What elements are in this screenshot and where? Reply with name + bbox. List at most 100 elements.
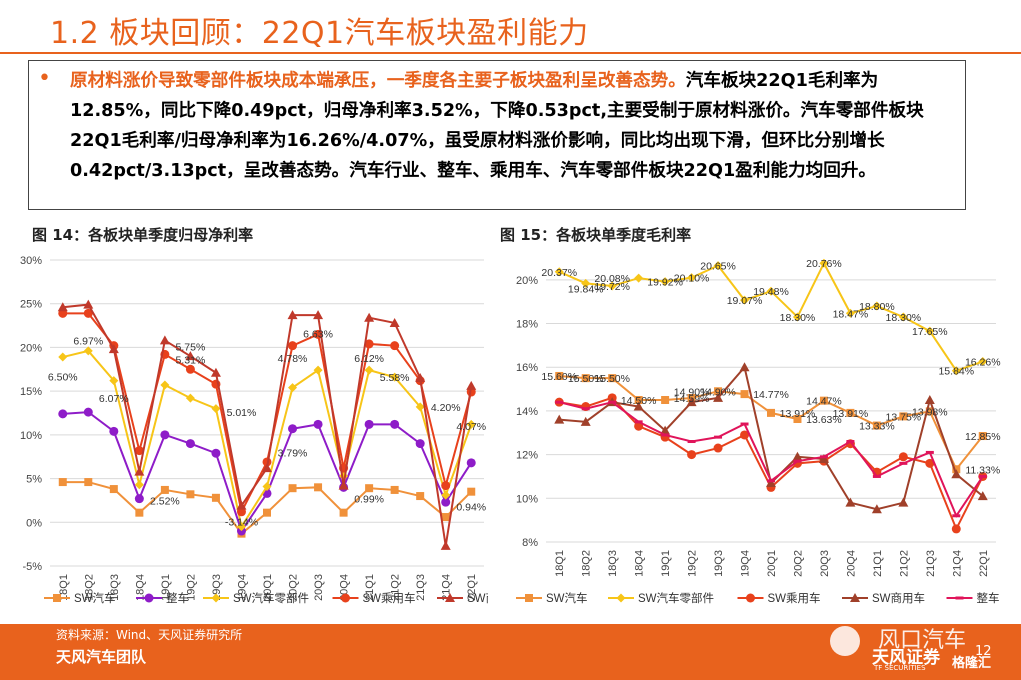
legend-label: SW乘用车 — [363, 591, 416, 605]
x-tick-label: 20Q2 — [288, 574, 300, 601]
x-tick-label: 21Q2 — [390, 574, 402, 601]
data-point — [185, 439, 195, 449]
data-label: 5.58% — [380, 372, 410, 384]
data-point — [58, 352, 68, 362]
x-tick-label: 21Q3 — [415, 574, 427, 601]
team-name: 天风汽车团队 — [56, 648, 147, 666]
series-整车 — [555, 400, 987, 518]
source-note: 资料来源：Wind、天风证券研究所 — [56, 628, 243, 642]
y-tick-label: 5% — [26, 474, 42, 486]
data-point — [899, 412, 908, 421]
legend-label: 整车 — [977, 591, 1000, 605]
x-tick-label: 20Q3 — [313, 574, 325, 601]
data-point — [160, 485, 169, 494]
legend-marker — [341, 593, 350, 603]
x-tick-label: 18Q2 — [581, 550, 593, 577]
data-point — [767, 408, 775, 417]
data-label: 19.72% — [594, 281, 630, 293]
data-point — [740, 295, 750, 305]
data-point — [288, 424, 298, 434]
data-label: 20.37% — [541, 267, 577, 279]
data-point — [846, 440, 855, 444]
data-point — [581, 374, 590, 383]
data-point — [109, 426, 119, 436]
data-label: 18.30% — [886, 312, 922, 324]
x-tick-label: 18Q1 — [554, 550, 566, 577]
data-label: 13.33% — [859, 421, 895, 433]
data-point — [871, 504, 882, 514]
legend-label: SW汽车 — [74, 591, 116, 605]
data-point — [952, 465, 961, 474]
data-label: 20.76% — [806, 258, 842, 270]
data-point — [925, 458, 935, 468]
company-logo-en: TF SECURITIES — [874, 664, 926, 672]
data-point — [185, 364, 195, 374]
data-point — [581, 278, 591, 288]
x-tick-label: 21Q1 — [872, 550, 884, 577]
data-point — [364, 365, 374, 375]
data-point — [262, 481, 272, 491]
legend: SW汽车 整车 SW汽车零部件 SW乘用车 SW商用车 — [44, 591, 488, 605]
data-point — [978, 357, 988, 367]
data-point — [159, 335, 170, 345]
legend-marker — [616, 593, 626, 603]
data-point — [714, 435, 723, 439]
data-point — [364, 312, 375, 322]
x-tick-label: 19Q3 — [211, 574, 223, 601]
data-point — [872, 301, 882, 311]
legend-label: SW商用车 — [872, 591, 925, 605]
data-label: 6.63% — [303, 328, 333, 340]
data-point — [390, 372, 400, 382]
series-SW汽车零部件 — [58, 346, 476, 532]
data-point — [415, 373, 426, 383]
data-point — [134, 446, 144, 456]
data-point — [898, 452, 908, 462]
data-label: 13.91% — [780, 408, 816, 420]
data-point — [845, 497, 856, 507]
data-point — [846, 408, 855, 417]
data-point — [288, 383, 298, 393]
y-tick-label: 20% — [516, 275, 538, 287]
x-tick-label: 20Q2 — [792, 550, 804, 577]
page-number: 12 — [975, 644, 992, 659]
data-point — [608, 374, 617, 383]
y-tick-label: 25% — [20, 299, 42, 311]
legend-marker — [53, 594, 61, 602]
bullet-dot: • — [38, 66, 51, 91]
data-label: 18.80% — [859, 301, 895, 313]
data-point — [262, 463, 272, 473]
data-point — [313, 365, 323, 375]
data-point — [83, 308, 93, 318]
data-label: 19.07% — [727, 295, 763, 307]
data-label: 14.77% — [753, 389, 789, 401]
data-point — [608, 400, 617, 404]
data-point — [134, 480, 144, 490]
data-point — [210, 367, 221, 377]
data-point — [925, 326, 935, 336]
data-point — [740, 390, 749, 399]
summary-body: 汽车板块22Q1毛利率为12.85%，同比下降0.49pct，归母净利率3.52… — [70, 71, 924, 181]
data-label: 19.48% — [753, 286, 789, 298]
title-divider — [0, 52, 1021, 54]
data-point — [819, 455, 828, 459]
data-label: 19.84% — [568, 284, 604, 296]
data-label: 20.08% — [594, 273, 630, 285]
data-label: 5.31% — [176, 355, 206, 367]
data-point — [185, 351, 196, 361]
data-label: 13.75% — [886, 411, 922, 423]
data-label: 3.79% — [278, 447, 308, 459]
data-point — [160, 430, 170, 440]
data-label: 14.47% — [806, 396, 842, 408]
data-point — [364, 419, 374, 429]
data-point — [554, 267, 564, 277]
data-point — [416, 492, 425, 501]
x-tick-label: 19Q1 — [660, 550, 672, 577]
data-label: 6.07% — [99, 393, 129, 405]
summary-text: 原材料涨价导致零部件板块成本端承压，一季度各主要子板块盈利呈改善态势。汽车板块2… — [70, 66, 950, 186]
data-point — [83, 407, 93, 417]
data-point — [661, 396, 670, 404]
data-point — [314, 483, 323, 492]
watermark-text: 风口汽车 — [878, 628, 967, 653]
data-point — [109, 376, 119, 386]
data-label: 15.60% — [541, 371, 577, 383]
